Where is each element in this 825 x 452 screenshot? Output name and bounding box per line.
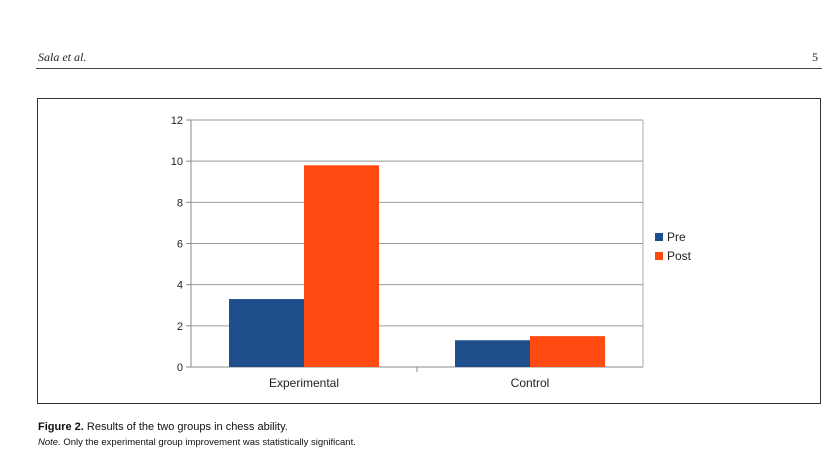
y-tick-label-5: 10 <box>171 156 183 168</box>
running-head: Sala et al. <box>38 50 87 64</box>
bar-control-post <box>530 336 605 367</box>
x-tick-label-0: Experimental <box>269 376 339 390</box>
legend-swatch-pre <box>655 233 663 241</box>
figure-caption: Figure 2. Results of the two groups in c… <box>38 421 288 433</box>
header-rule <box>36 68 822 69</box>
y-tick-label-2: 4 <box>177 280 183 292</box>
y-tick-label-6: 12 <box>171 115 183 127</box>
legend-label-pre: Pre <box>667 230 686 244</box>
legend-label-post: Post <box>667 249 692 263</box>
y-tick-label-1: 2 <box>177 321 183 333</box>
bar-control-pre <box>455 340 530 367</box>
y-tick-label-4: 8 <box>177 197 183 209</box>
figure-frame: 0 2 4 6 8 10 12 Experimental Control Pre Post <box>37 98 821 404</box>
bar-chart: 0 2 4 6 8 10 12 Experimental Control Pre Post <box>171 115 692 390</box>
y-tick-label-3: 6 <box>177 239 183 251</box>
legend-swatch-post <box>655 252 663 260</box>
figure-label: Figure 2. <box>38 421 84 433</box>
note-label: Note. <box>38 437 61 448</box>
figure-caption-text: Results of the two groups in chess abili… <box>83 421 288 433</box>
bar-experimental-post <box>304 165 379 367</box>
x-tick-label-1: Control <box>511 376 550 390</box>
page-number: 5 <box>812 50 818 64</box>
note-text: Only the experimental group improvement … <box>60 437 356 448</box>
y-tick-label-0: 0 <box>177 362 183 374</box>
figure-note: Note. Only the experimental group improv… <box>38 437 356 448</box>
bar-experimental-pre <box>229 299 304 367</box>
